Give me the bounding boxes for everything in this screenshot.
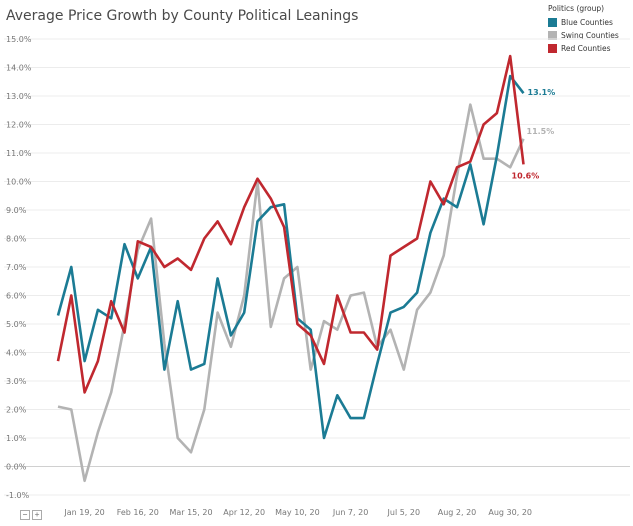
y-tick-label: 13.0% xyxy=(6,92,32,101)
x-tick-label: Aug 30, 20 xyxy=(488,508,532,517)
y-tick-label: -1.0% xyxy=(6,491,30,500)
series-line-blue-counties xyxy=(56,74,525,440)
legend-swatch-red xyxy=(548,44,557,53)
legend-item-blue[interactable]: Blue Counties xyxy=(548,16,619,29)
chart-title: Average Price Growth by County Political… xyxy=(6,8,359,24)
y-tick-label: 11.0% xyxy=(6,149,32,158)
x-tick-label: Jun 7, 20 xyxy=(332,508,368,517)
y-tick-label: 1.0% xyxy=(6,434,27,443)
y-tick-label: 4.0% xyxy=(6,349,27,358)
y-tick-label: 10.0% xyxy=(6,178,32,187)
legend-label-swing: Swing Counties xyxy=(561,31,619,40)
legend-label-red: Red Counties xyxy=(561,44,611,53)
y-tick-label: 15.0% xyxy=(6,35,32,44)
legend-item-swing[interactable]: Swing Counties xyxy=(548,29,619,42)
expand-axis-button[interactable]: + xyxy=(32,510,42,520)
y-tick-label: 14.0% xyxy=(6,64,32,73)
y-tick-label: 3.0% xyxy=(6,377,27,386)
y-tick-label: 0.0% xyxy=(6,463,27,472)
y-tick-label: 5.0% xyxy=(6,320,27,329)
x-tick-label: Apr 12, 20 xyxy=(223,508,265,517)
x-tick-label: Jan 19, 20 xyxy=(63,508,104,517)
collapse-axis-button[interactable]: − xyxy=(20,510,30,520)
y-tick-label: 6.0% xyxy=(6,292,27,301)
legend-swatch-blue xyxy=(548,18,557,27)
x-tick-label: Aug 2, 20 xyxy=(438,508,477,517)
series-line-swing-counties xyxy=(57,103,525,483)
x-tick-label: May 10, 20 xyxy=(275,508,320,517)
legend-swatch-swing xyxy=(548,31,557,40)
series-line-red-counties xyxy=(56,54,525,394)
end-label: 11.5% xyxy=(527,127,555,136)
legend-item-red[interactable]: Red Counties xyxy=(548,42,619,55)
y-tick-label: 7.0% xyxy=(6,263,27,272)
end-label: 13.1% xyxy=(528,88,556,97)
y-tick-label: 2.0% xyxy=(6,406,27,415)
x-tick-label: Jul 5, 20 xyxy=(387,508,421,517)
end-label: 10.6% xyxy=(512,171,540,180)
y-tick-label: 8.0% xyxy=(6,235,27,244)
x-tick-label: Mar 15, 20 xyxy=(169,508,212,517)
y-tick-label: 12.0% xyxy=(6,121,32,130)
x-tick-label: Feb 16, 20 xyxy=(117,508,159,517)
legend-label-blue: Blue Counties xyxy=(561,18,613,27)
legend-title: Politics (group) xyxy=(548,4,605,13)
y-tick-label: 9.0% xyxy=(6,206,27,215)
legend: Politics (group) Blue Counties Swing Cou… xyxy=(548,4,619,55)
